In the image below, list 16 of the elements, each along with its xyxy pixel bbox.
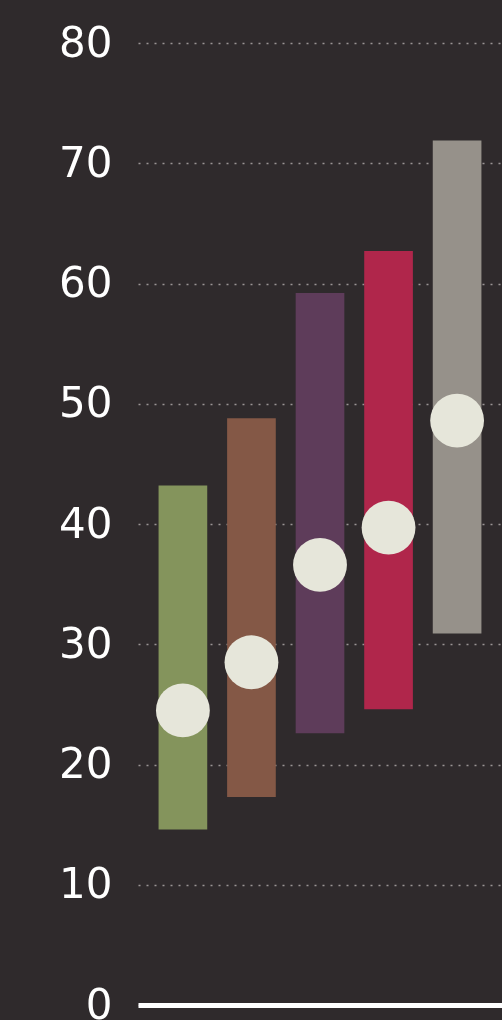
- y-tick-label: 40: [59, 498, 113, 548]
- point: [293, 538, 347, 592]
- y-tick-label: 80: [59, 17, 113, 67]
- y-tick-label: 0: [85, 979, 113, 1020]
- y-tick-label: 50: [59, 378, 113, 428]
- point: [361, 500, 416, 555]
- y-tick-label: 30: [59, 618, 113, 668]
- bar: [432, 140, 482, 634]
- y-tick-label: 10: [59, 859, 113, 909]
- point: [224, 635, 279, 690]
- y-tick-label: 70: [59, 137, 113, 187]
- point: [430, 393, 485, 448]
- y-tick-label: 60: [59, 258, 113, 307]
- bar: [364, 251, 413, 710]
- point: [155, 683, 210, 738]
- y-tick-label: 20: [59, 739, 113, 788]
